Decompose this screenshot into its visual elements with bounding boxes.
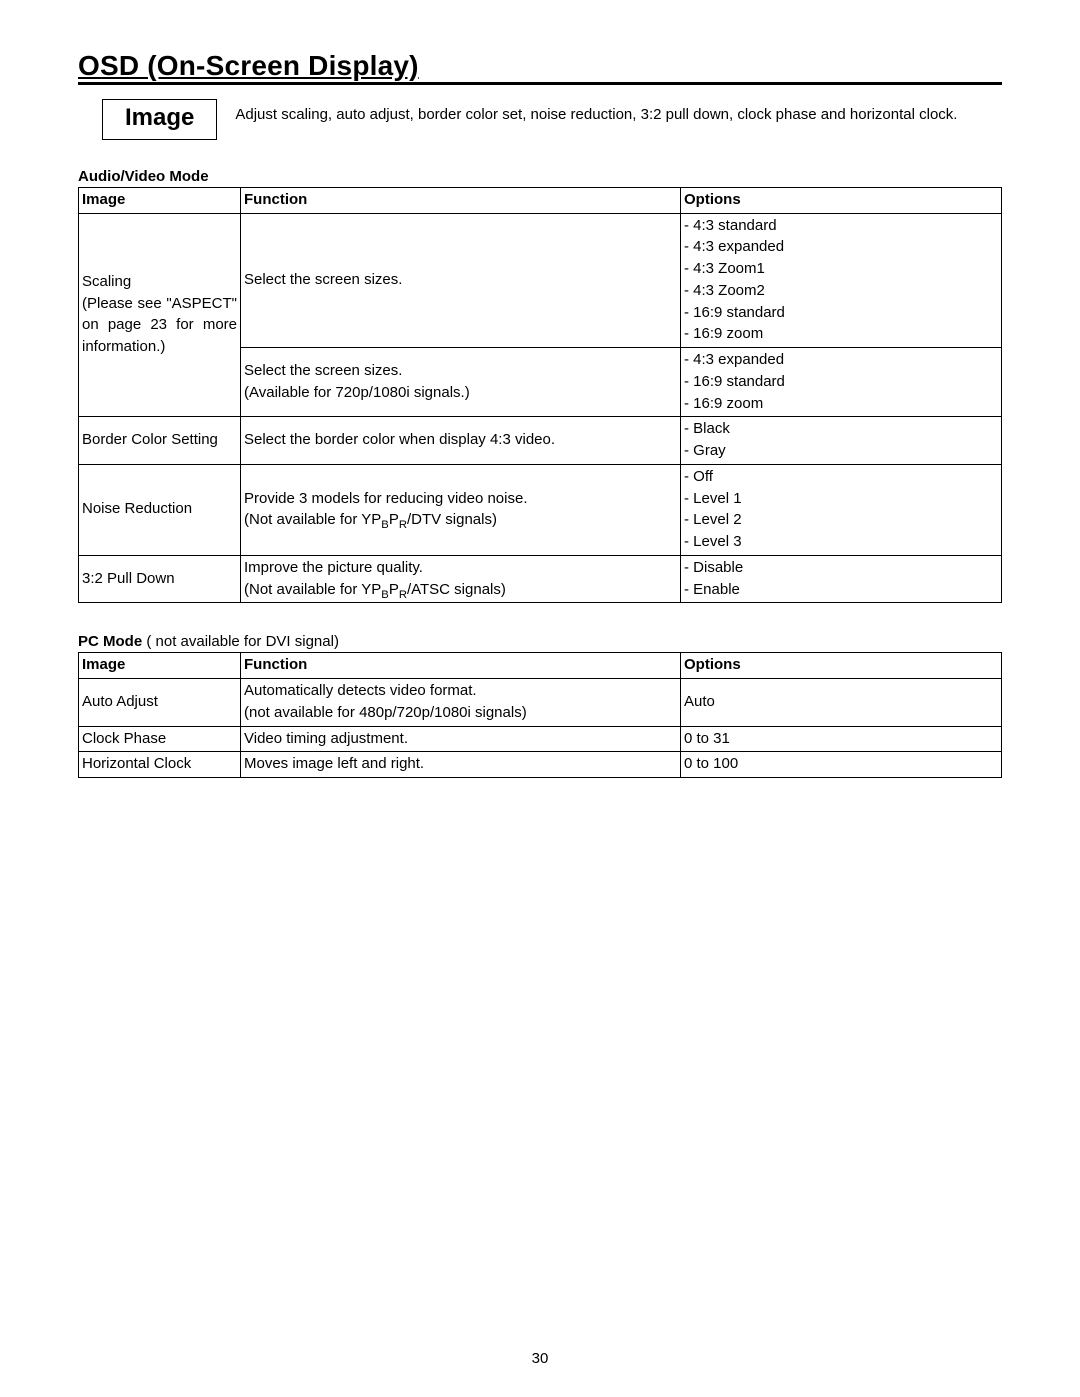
cell-options: 0 to 100 — [681, 752, 1002, 778]
cell-border-label: Border Color Setting — [79, 417, 241, 465]
cell-function: Video timing adjustment. — [241, 726, 681, 752]
cell-function: Select the screen sizes. — [241, 213, 681, 348]
subscript: B — [381, 519, 389, 531]
text: (Available for 720p/1080i signals.) — [244, 384, 470, 401]
col-header-image: Image — [79, 653, 241, 679]
col-header-function: Function — [241, 653, 681, 679]
table-row: 3:2 Pull Down Improve the picture qualit… — [79, 555, 1002, 603]
table-row: Scaling (Please see "ASPECT" on page 23 … — [79, 213, 1002, 348]
text: PC Mode — [78, 633, 142, 650]
section-box-label: Image — [102, 99, 217, 140]
section-header-row: Image Adjust scaling, auto adjust, borde… — [78, 99, 1002, 140]
col-header-image: Image — [79, 187, 241, 213]
text: (Not available for YP — [244, 581, 381, 598]
document-page: OSD (On-Screen Display) Image Adjust sca… — [0, 0, 1080, 1397]
cell-options: - Disable - Enable — [681, 555, 1002, 603]
table-row: Horizontal Clock Moves image left and ri… — [79, 752, 1002, 778]
table-row: Border Color Setting Select the border c… — [79, 417, 1002, 465]
title-rule: OSD (On-Screen Display) — [78, 50, 1002, 85]
text: Improve the picture quality. — [244, 559, 423, 576]
text: Scaling — [82, 273, 131, 290]
cell-function: Provide 3 models for reducing video nois… — [241, 464, 681, 555]
pc-mode-table: Image Function Options Auto Adjust Autom… — [78, 652, 1002, 778]
text: /DTV signals) — [407, 511, 497, 528]
text: P — [389, 511, 399, 528]
table-header-row: Image Function Options — [79, 653, 1002, 679]
cell-auto-label: Auto Adjust — [79, 679, 241, 727]
cell-options: - 4:3 expanded - 16:9 standard - 16:9 zo… — [681, 348, 1002, 417]
text: (Please see "ASPECT" — [82, 293, 237, 315]
text: Select the screen sizes. — [244, 362, 402, 379]
subscript: R — [399, 519, 407, 531]
text: ( — [142, 633, 151, 650]
caption-note: not available for DVI signal) — [151, 633, 339, 650]
cell-function: Moves image left and right. — [241, 752, 681, 778]
cell-options: 0 to 31 — [681, 726, 1002, 752]
cell-options: - Black - Gray — [681, 417, 1002, 465]
cell-options: Auto — [681, 679, 1002, 727]
cell-function: Select the border color when display 4:3… — [241, 417, 681, 465]
table-header-row: Image Function Options — [79, 187, 1002, 213]
text: (not available for 480p/720p/1080i signa… — [244, 704, 527, 721]
page-number: 30 — [0, 1350, 1080, 1367]
col-header-function: Function — [241, 187, 681, 213]
table2-caption: PC Mode ( not available for DVI signal) — [78, 633, 1002, 650]
text: P — [389, 581, 399, 598]
table-row: Clock Phase Video timing adjustment. 0 t… — [79, 726, 1002, 752]
table-row: Noise Reduction Provide 3 models for red… — [79, 464, 1002, 555]
cell-function: Select the screen sizes. (Available for … — [241, 348, 681, 417]
table-row: Auto Adjust Automatically detects video … — [79, 679, 1002, 727]
section-intro-text: Adjust scaling, auto adjust, border colo… — [235, 99, 957, 125]
text: /ATSC signals) — [407, 581, 506, 598]
table1-caption: Audio/Video Mode — [78, 168, 1002, 185]
cell-options: - Off - Level 1 - Level 2 - Level 3 — [681, 464, 1002, 555]
text: information.) — [82, 338, 165, 355]
cell-clock-label: Clock Phase — [79, 726, 241, 752]
cell-horiz-label: Horizontal Clock — [79, 752, 241, 778]
text: Provide 3 models for reducing video nois… — [244, 490, 528, 507]
page-title: OSD (On-Screen Display) — [78, 50, 419, 81]
cell-pulldown-label: 3:2 Pull Down — [79, 555, 241, 603]
text: Automatically detects video format. — [244, 682, 477, 699]
cell-options: - 4:3 standard - 4:3 expanded - 4:3 Zoom… — [681, 213, 1002, 348]
cell-noise-label: Noise Reduction — [79, 464, 241, 555]
subscript: R — [399, 589, 407, 601]
col-header-options: Options — [681, 653, 1002, 679]
cell-function: Automatically detects video format. (not… — [241, 679, 681, 727]
cell-function: Improve the picture quality. (Not availa… — [241, 555, 681, 603]
col-header-options: Options — [681, 187, 1002, 213]
text: on page 23 for more — [82, 314, 237, 336]
subscript: B — [381, 589, 389, 601]
cell-scaling-label: Scaling (Please see "ASPECT" on page 23 … — [79, 213, 241, 417]
audio-video-mode-table: Image Function Options Scaling (Please s… — [78, 187, 1002, 604]
text: (Not available for YP — [244, 511, 381, 528]
